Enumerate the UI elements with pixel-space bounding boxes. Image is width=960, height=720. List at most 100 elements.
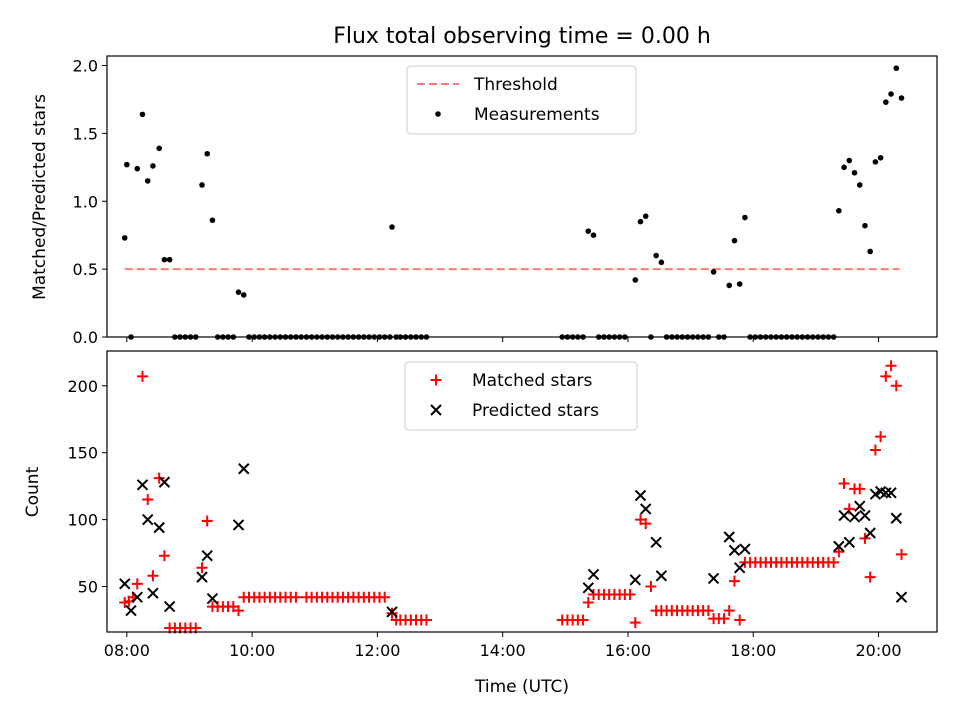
data-point	[204, 150, 211, 157]
data-point	[642, 213, 649, 219]
data-point	[731, 237, 738, 244]
data-point	[739, 543, 751, 555]
data-point	[854, 500, 866, 512]
data-point	[136, 479, 149, 491]
data-point	[150, 163, 156, 169]
legend-marker	[430, 374, 442, 386]
data-point	[134, 165, 141, 172]
data-point	[742, 214, 748, 221]
y-tick-label: 50	[78, 578, 98, 597]
data-point	[131, 578, 143, 590]
data-point	[235, 289, 242, 296]
data-point	[867, 248, 873, 255]
data-point	[585, 228, 592, 234]
data-point	[707, 572, 720, 585]
data-point	[854, 483, 866, 495]
legend-label: Predicted stars	[472, 401, 599, 421]
x-tick-label: 18:00	[730, 641, 776, 660]
data-point	[890, 380, 902, 392]
data-point	[587, 568, 600, 581]
figure-title: Flux total observing time = 0.00 h	[333, 24, 711, 49]
data-point	[163, 600, 176, 613]
x-axis-label: Time (UTC)	[474, 677, 569, 697]
data-point	[843, 536, 856, 549]
data-point	[233, 605, 245, 617]
data-point	[877, 155, 884, 161]
data-point	[650, 536, 662, 549]
data-point	[238, 463, 250, 475]
data-point	[577, 614, 589, 626]
data-point	[859, 532, 871, 544]
data-point	[885, 487, 897, 499]
legend-marker	[430, 404, 442, 416]
data-point	[156, 145, 163, 152]
data-point	[199, 182, 205, 188]
data-point	[153, 521, 165, 534]
ratio-panel: Matched/Predicted stars 0.0 0.5 1.0 1.5 2.0 T…	[30, 55, 938, 347]
data-point	[653, 252, 659, 259]
data-point	[166, 256, 173, 263]
data-point	[733, 562, 746, 574]
data-point	[637, 218, 644, 225]
legend-marker	[435, 111, 441, 117]
data-point	[389, 224, 395, 230]
data-point	[147, 570, 159, 582]
data-point	[161, 256, 168, 263]
data-point	[896, 548, 908, 560]
data-point	[898, 95, 905, 101]
predicted-starsseries	[119, 463, 908, 618]
x-tick-label: 12:00	[354, 641, 400, 660]
data-point	[828, 556, 840, 568]
data-point	[723, 605, 735, 617]
data-point	[632, 277, 639, 283]
data-point	[728, 575, 740, 587]
data-point	[201, 515, 213, 527]
x-tick-label: 08:00	[104, 641, 150, 660]
data-point	[136, 370, 148, 382]
y-tick-label: 1.0	[73, 192, 98, 211]
data-point	[196, 571, 208, 583]
data-point	[131, 591, 143, 603]
data-point	[640, 503, 652, 515]
data-point	[872, 159, 879, 165]
data-point	[895, 591, 908, 603]
data-point	[864, 571, 876, 583]
data-point	[890, 512, 902, 524]
data-point	[420, 614, 432, 626]
data-point	[851, 169, 858, 176]
data-point	[624, 589, 636, 601]
data-point	[883, 99, 889, 105]
count-panel: Count 08:00 10:00 12:00 14:00 16:00 18:00 20:0…	[23, 350, 938, 660]
data-point	[386, 606, 398, 618]
data-point	[590, 232, 597, 238]
data-point	[856, 182, 863, 188]
data-point	[875, 431, 887, 443]
data-point	[629, 574, 641, 586]
data-point	[142, 494, 154, 506]
data-point	[836, 207, 842, 214]
data-point	[206, 592, 219, 605]
data-point	[582, 597, 594, 609]
data-point	[718, 613, 730, 625]
data-point	[379, 591, 391, 603]
data-point	[710, 269, 717, 275]
y-tick-label: 2.0	[73, 57, 98, 76]
data-point	[859, 509, 871, 522]
data-point	[196, 562, 208, 574]
data-point	[846, 157, 853, 164]
data-point	[880, 370, 892, 382]
y-tick-label: 0.5	[73, 260, 98, 279]
data-point	[124, 161, 130, 168]
data-point	[833, 546, 845, 558]
data-point	[728, 544, 741, 557]
data-point	[862, 222, 868, 229]
y-tick-label: 100	[67, 511, 98, 530]
data-point	[629, 617, 641, 629]
y-tick-label: 0.0	[73, 328, 98, 347]
x-tick-label: 16:00	[605, 641, 651, 660]
count-axes-frame	[106, 350, 938, 633]
count-y-axis-label: Count	[23, 466, 43, 517]
data-point	[201, 550, 213, 562]
data-point	[290, 591, 302, 603]
data-point	[702, 605, 714, 617]
